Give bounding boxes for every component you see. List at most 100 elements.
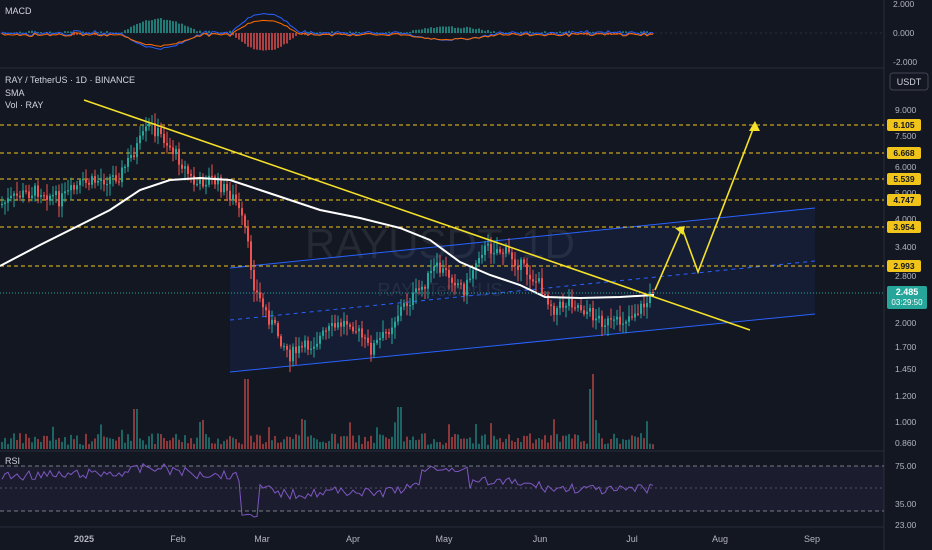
volume-bar [418, 439, 420, 449]
candle-body [172, 147, 174, 155]
candle-body [562, 301, 564, 308]
time-tick-label: 2025 [74, 534, 94, 544]
candle-body [328, 326, 330, 331]
macd-bar [358, 31, 360, 33]
candle-body [7, 197, 9, 203]
candle-body [46, 195, 48, 201]
volume-bar [178, 439, 180, 449]
volume-bar [76, 435, 78, 449]
volume-bar [37, 439, 39, 449]
macd-bar [253, 33, 255, 50]
macd-bar [157, 18, 159, 33]
rsi-tick-label: 23.00 [895, 520, 917, 530]
macd-bar [469, 27, 471, 33]
macd-bar [1, 33, 3, 34]
level-tag-value: 8.105 [893, 120, 915, 130]
candle-body [307, 340, 309, 350]
rsi-title[interactable]: RSI [5, 456, 21, 466]
macd-bar [562, 32, 564, 34]
volume-bar [139, 438, 141, 449]
volume-bar [502, 442, 504, 449]
macd-bar [487, 29, 489, 33]
candle-body [61, 193, 63, 207]
macd-bar [124, 30, 126, 33]
candle-body [241, 208, 243, 216]
candle-body [121, 167, 123, 183]
symbol-title[interactable]: RAY / TetherUS · 1D · BINANCE [5, 75, 136, 85]
volume-bar [268, 427, 270, 449]
candle-body [388, 332, 390, 335]
candle-body [217, 177, 219, 185]
volume-bar [391, 436, 393, 449]
macd-bar [559, 31, 561, 33]
volume-bar [595, 420, 597, 449]
volume-bar [202, 419, 204, 449]
volume-bar [133, 409, 135, 449]
candle-body [529, 274, 531, 280]
macd-bar [154, 19, 156, 33]
candle-body [313, 346, 315, 349]
volume-title[interactable]: Vol · RAY [5, 100, 44, 110]
rsi-axis: 75.00 35.00 23.00 [895, 461, 917, 530]
volume-bar [217, 438, 219, 449]
level-tag [887, 221, 921, 233]
candle-body [394, 321, 396, 328]
macd-title[interactable]: MACD [5, 6, 32, 16]
volume-bar [235, 439, 237, 449]
volume-bar [619, 443, 621, 449]
volume-bar [631, 435, 633, 449]
volume-bar [412, 436, 414, 449]
macd-bar [10, 32, 12, 34]
macd-bar [16, 33, 18, 34]
channel-lower-line[interactable] [229, 313, 816, 373]
macd-bar [82, 31, 84, 33]
time-tick-label: Jul [626, 534, 638, 544]
macd-bar [649, 33, 651, 34]
sma-title[interactable]: SMA [5, 88, 25, 98]
volume-bar [559, 441, 561, 449]
candle-body [577, 305, 579, 308]
currency-button[interactable] [889, 72, 929, 91]
candle-body [40, 195, 42, 197]
horizontal-levels [0, 124, 884, 267]
time-axis[interactable]: 2025 Feb Mar Apr May Jun Jul Aug Sep [74, 534, 820, 544]
candle-body [385, 332, 387, 334]
candle-body [544, 294, 546, 296]
volume-bar [253, 442, 255, 449]
macd-bar [325, 33, 327, 34]
macd-bar [343, 33, 345, 34]
macd-bar [514, 33, 516, 34]
volume-bar [160, 433, 162, 449]
macd-bar [28, 30, 30, 33]
macd-bar [244, 33, 246, 44]
macd-bar [208, 30, 210, 33]
projection-path[interactable] [654, 123, 756, 291]
candle-body [43, 195, 45, 197]
candle-body [592, 307, 594, 321]
macd-bar [259, 33, 261, 50]
candle-body [79, 180, 81, 186]
macd-bar [283, 33, 285, 45]
candle-body [496, 249, 498, 254]
macd-bar [415, 29, 417, 33]
macd-bar [142, 21, 144, 33]
volume-bar [304, 420, 306, 449]
price-axis[interactable]: 9.000 7.500 6.000 5.000 4.000 3.400 2.800 2.000… [895, 105, 917, 448]
candle-body [115, 175, 117, 182]
candle-body [646, 303, 648, 308]
channel-upper-line[interactable] [229, 207, 816, 269]
descending-trendline[interactable] [83, 99, 751, 331]
macd-tick-label: -2.000 [893, 57, 917, 67]
candle-body [112, 175, 114, 177]
candle-body [622, 323, 624, 325]
candle-body [508, 247, 510, 253]
level-tag [887, 119, 921, 131]
volume-bar [628, 439, 630, 449]
candle-body [127, 157, 129, 167]
candle-body [382, 332, 384, 338]
candle-body [553, 305, 555, 315]
candle-body [613, 319, 615, 321]
candle-body [493, 253, 495, 255]
candle-body [262, 298, 264, 308]
